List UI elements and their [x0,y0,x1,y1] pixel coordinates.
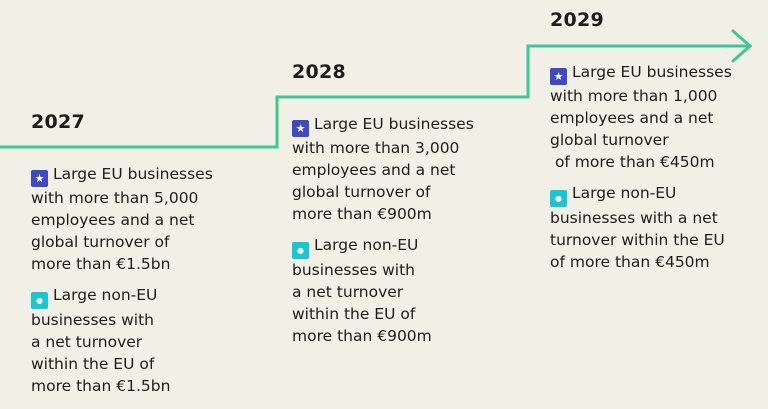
star-badge-icon: ★ [550,68,567,85]
column-body: ★ Large EU businesses with more than 3,00… [292,113,514,347]
timeline-column-2028: 2028 ★ Large EU businesses with more than… [292,59,514,356]
item-text: Large EU businesses with more than 5,000… [31,165,213,273]
star-badge-icon: ★ [292,120,309,137]
dot-badge-icon: ● [550,190,567,207]
dot-badge-icon: ● [292,242,309,259]
list-item: ★ Large EU businesses with more than 5,00… [31,163,253,275]
timeline-column-2027: 2027 ★ Large EU businesses with more than… [31,109,253,406]
list-item: ● Large non-EU businesses with a net turn… [292,234,514,347]
list-item: ● Large non-EU businesses with a net turn… [550,182,768,273]
year-heading: 2027 [31,111,86,133]
dot-badge-icon: ● [31,292,48,309]
star-badge-icon: ★ [31,170,48,187]
item-text: Large EU businesses with more than 1,000… [550,63,732,171]
item-text: Large EU businesses with more than 3,000… [292,115,474,223]
year-heading: 2029 [550,9,605,31]
timeline-column-2029: 2029 ★ Large EU businesses with more than… [550,7,768,282]
list-item: ★ Large EU businesses with more than 1,00… [550,61,768,173]
list-item: ★ Large EU businesses with more than 3,00… [292,113,514,225]
item-text: Large non-EU businesses with a net turno… [31,286,171,395]
year-heading: 2028 [292,61,347,83]
list-item: ● Large non-EU businesses with a net turn… [31,284,253,397]
item-text: Large non-EU businesses with a net turno… [292,236,432,345]
column-body: ★ Large EU businesses with more than 1,00… [550,61,768,273]
column-body: ★ Large EU businesses with more than 5,00… [31,163,253,397]
item-text: Large non-EU businesses with a net turno… [550,184,725,271]
